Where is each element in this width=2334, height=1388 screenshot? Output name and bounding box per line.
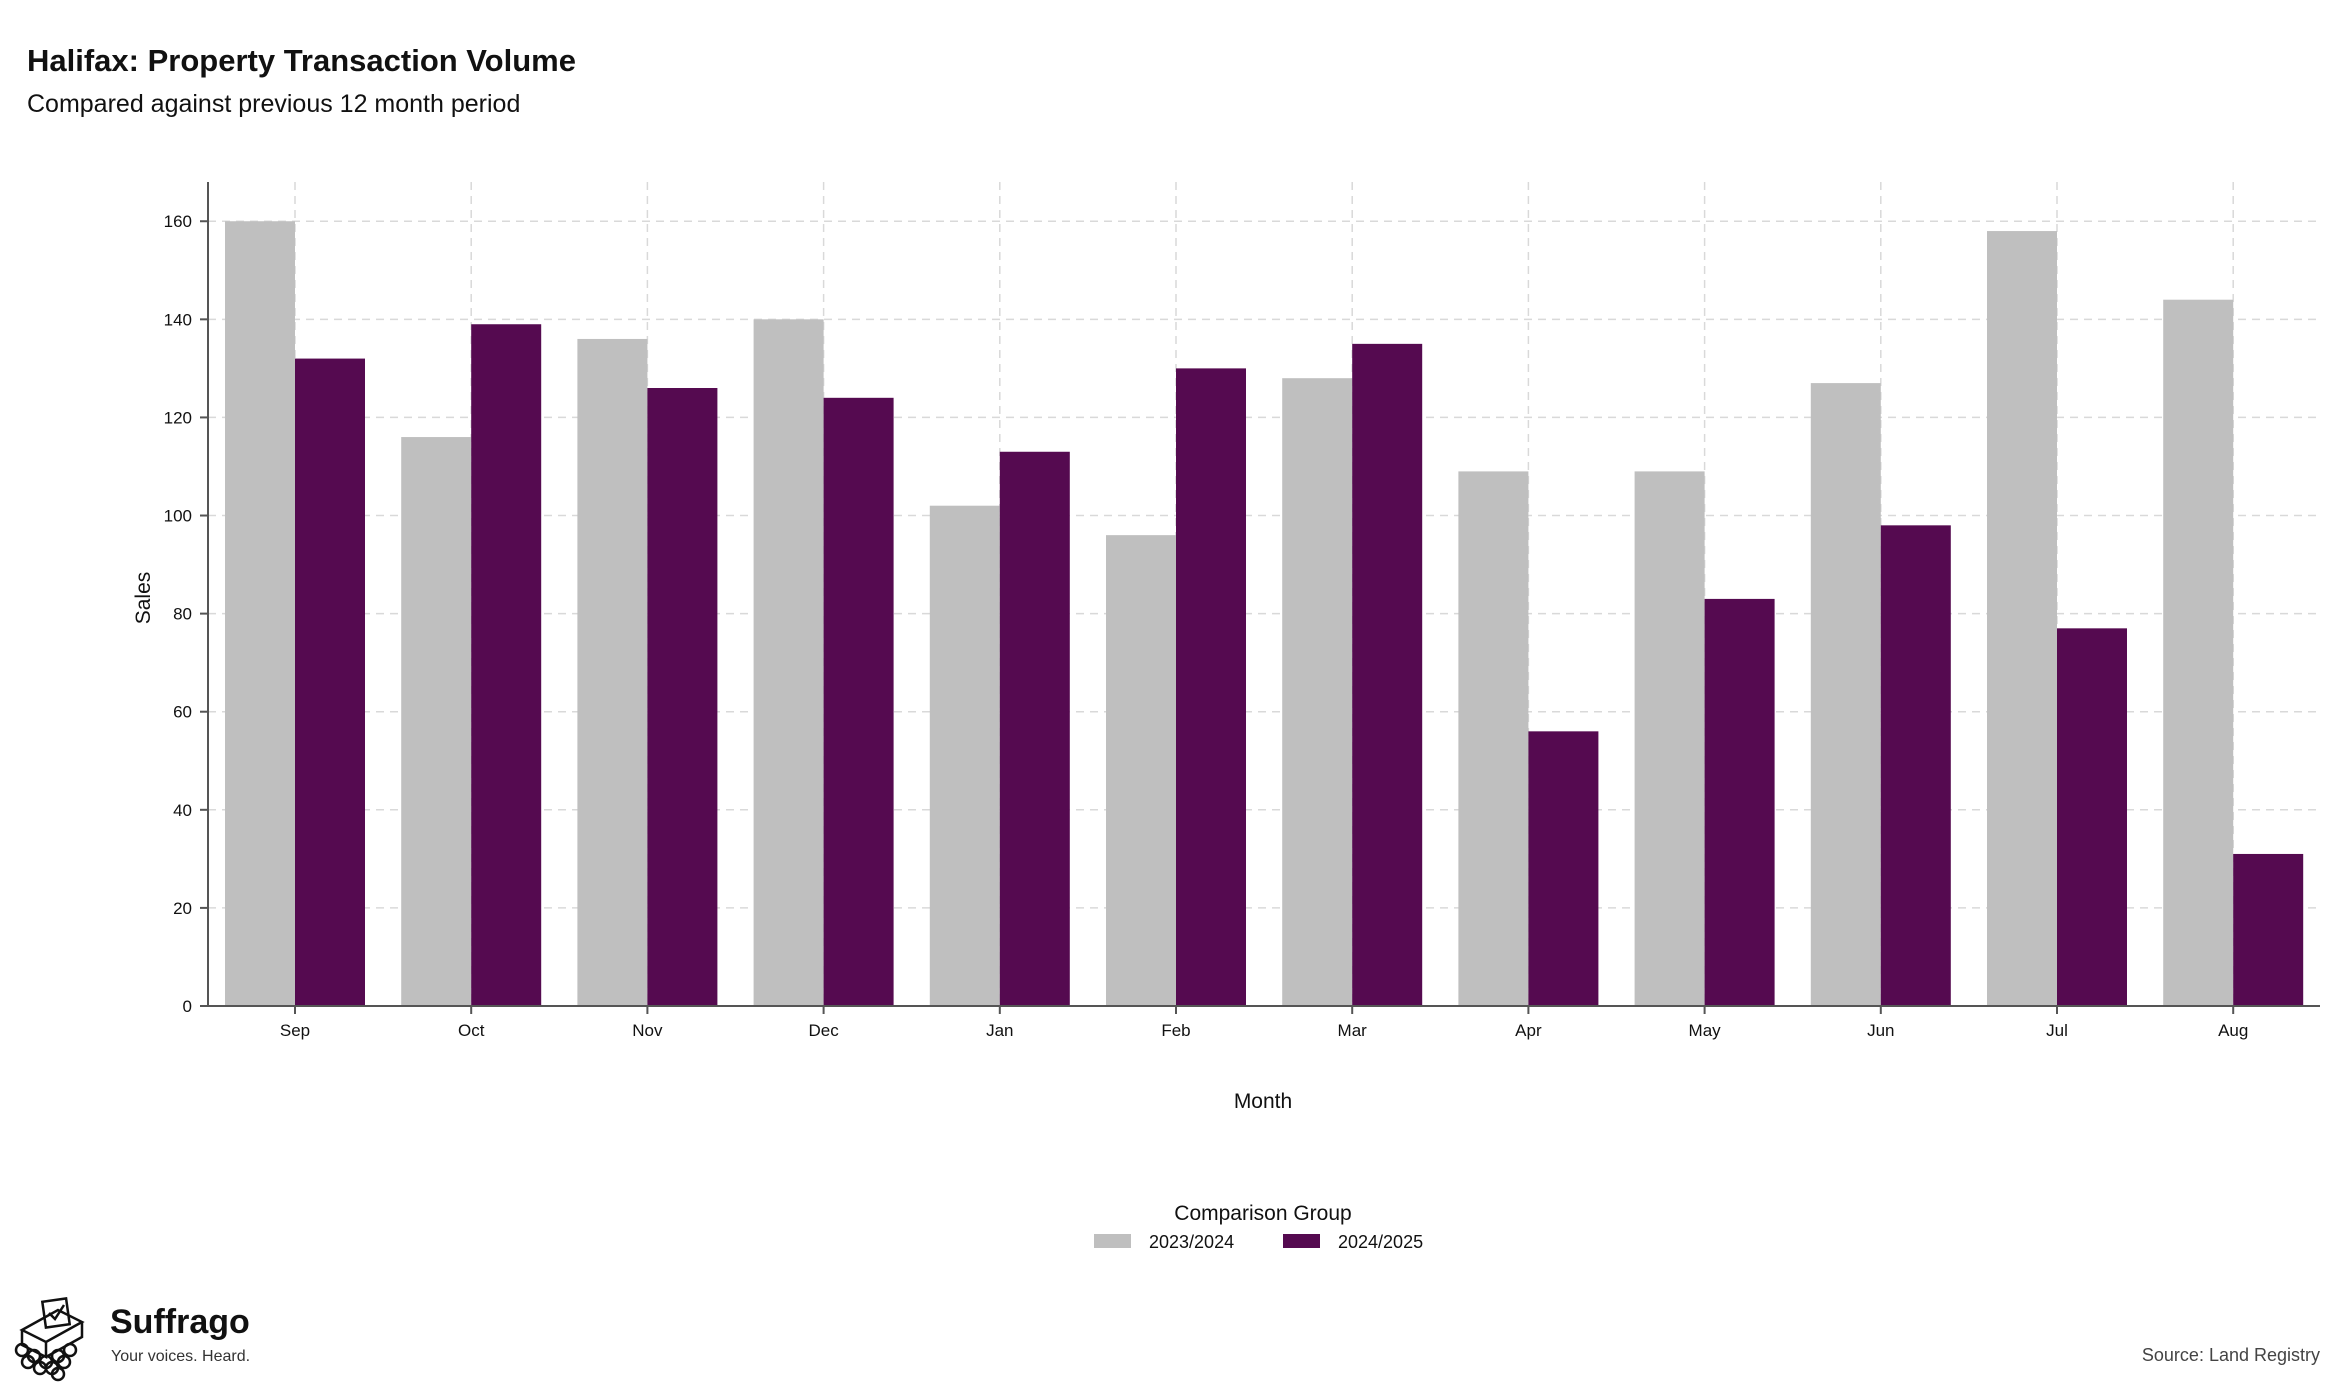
bar-jan-1 bbox=[929, 505, 1000, 1006]
axes: 0 20 40 60 80 100 120 140 160 Sep Oct Nov Dec Jan Feb M… bbox=[164, 182, 2320, 1040]
bar-sep-1 bbox=[225, 221, 295, 1006]
ballot-box-icon bbox=[14, 1297, 85, 1382]
bar-nov-2 bbox=[647, 388, 718, 1006]
bar-jan-2 bbox=[999, 451, 1070, 1006]
x-tick-label: Feb bbox=[1161, 1021, 1190, 1040]
x-tick-label: Jan bbox=[986, 1021, 1013, 1040]
source-note: Source: Land Registry bbox=[2142, 1345, 2320, 1365]
bar-apr-2 bbox=[1528, 731, 1599, 1006]
x-axis-label: Month bbox=[1234, 1090, 1292, 1113]
y-tick-label: 20 bbox=[173, 899, 192, 918]
x-tick-label: Apr bbox=[1515, 1021, 1542, 1040]
bar-may-1 bbox=[1634, 471, 1705, 1006]
bar-jul-1 bbox=[1987, 231, 2057, 1007]
x-tick-label: Sep bbox=[280, 1021, 310, 1040]
bar-mar-2 bbox=[1352, 343, 1423, 1006]
bar-apr-1 bbox=[1458, 471, 1529, 1006]
x-tick-label: Mar bbox=[1338, 1021, 1368, 1040]
bar-sep-2 bbox=[295, 358, 365, 1007]
y-axis-label: Sales bbox=[132, 572, 155, 625]
y-tick-label: 100 bbox=[164, 507, 192, 526]
bar-feb-2 bbox=[1176, 368, 1246, 1006]
bar-aug-2 bbox=[2233, 853, 2304, 1006]
legend: Comparison Group 2023/2024 2024/2025 bbox=[1094, 1202, 1423, 1252]
x-tick-label: Jul bbox=[2046, 1021, 2068, 1040]
x-tick-label: Dec bbox=[808, 1021, 839, 1040]
brand-tagline: Your voices. Heard. bbox=[111, 1348, 250, 1365]
legend-label-1: 2023/2024 bbox=[1149, 1232, 1234, 1252]
x-tick-label: Aug bbox=[2218, 1021, 2248, 1040]
y-tick-label: 60 bbox=[173, 703, 192, 722]
bars bbox=[225, 221, 2304, 1007]
bar-aug-1 bbox=[2163, 299, 2234, 1006]
bar-jul-2 bbox=[2057, 628, 2127, 1006]
brand-name: Suffrago bbox=[110, 1303, 250, 1341]
bar-nov-1 bbox=[577, 338, 648, 1006]
y-tick-label: 40 bbox=[173, 801, 192, 820]
bar-jun-1 bbox=[1810, 383, 1881, 1007]
legend-swatch-2 bbox=[1283, 1234, 1320, 1248]
chart-title: Halifax: Property Transaction Volume bbox=[27, 43, 576, 78]
x-tick-label: Oct bbox=[458, 1021, 485, 1040]
bar-dec-2 bbox=[823, 397, 894, 1006]
x-tick-label: Jun bbox=[1867, 1021, 1894, 1040]
legend-swatch-1 bbox=[1094, 1234, 1131, 1248]
bar-dec-1 bbox=[753, 319, 824, 1006]
y-tick-label: 120 bbox=[164, 408, 192, 427]
bar-feb-1 bbox=[1106, 535, 1176, 1006]
y-tick-label: 140 bbox=[164, 310, 192, 329]
bar-jun-2 bbox=[1880, 525, 1951, 1006]
bar-oct-2 bbox=[471, 324, 542, 1006]
legend-title: Comparison Group bbox=[1174, 1202, 1351, 1225]
y-tick-label: 160 bbox=[164, 212, 192, 231]
bar-may-2 bbox=[1704, 598, 1775, 1006]
x-tick-label: Nov bbox=[632, 1021, 663, 1040]
y-tick-label: 80 bbox=[173, 605, 192, 624]
bar-mar-1 bbox=[1282, 378, 1353, 1006]
y-tick-label: 0 bbox=[183, 997, 192, 1016]
chart-subtitle: Compared against previous 12 month perio… bbox=[27, 90, 520, 118]
bar-oct-1 bbox=[401, 437, 472, 1006]
legend-label-2: 2024/2025 bbox=[1338, 1232, 1423, 1252]
brand-logo: Suffrago Your voices. Heard. bbox=[14, 1297, 250, 1382]
x-tick-label: May bbox=[1689, 1021, 1722, 1040]
